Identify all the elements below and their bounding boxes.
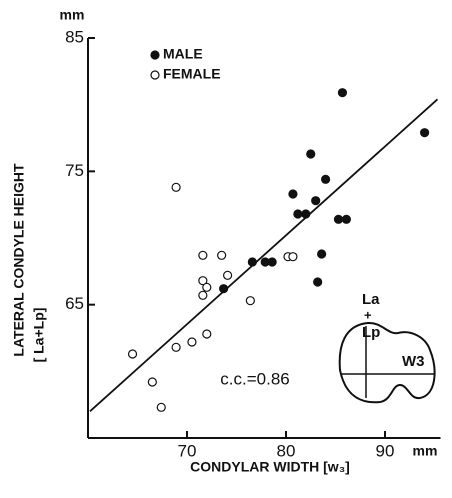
data-point	[217, 250, 227, 260]
x-axis-title: CONDYLAR WIDTH [w₃]	[190, 459, 350, 475]
data-point	[288, 189, 298, 199]
data-point	[288, 252, 298, 262]
legend-label: MALE	[163, 46, 203, 62]
data-point	[147, 377, 157, 387]
inset-label: Lp	[362, 324, 380, 341]
data-point	[156, 402, 166, 412]
data-point	[198, 290, 208, 300]
data-point	[187, 337, 197, 347]
legend-marker	[150, 70, 160, 80]
data-point	[333, 214, 344, 224]
y-axis-subtitle: [ La+Lp]	[31, 308, 47, 363]
data-point	[171, 342, 181, 352]
x-unit: mm	[413, 443, 438, 459]
y-tick-label: 75	[65, 161, 84, 180]
data-point	[337, 88, 348, 98]
data-point	[222, 270, 233, 280]
data-point	[127, 349, 138, 359]
y-axis-title: LATERAL CONDYLE HEIGHT	[11, 163, 27, 357]
x-tick-label: 90	[376, 441, 395, 460]
data-point	[321, 174, 331, 184]
inset-label: W3	[402, 353, 425, 370]
data-point	[293, 209, 303, 219]
data-point	[245, 296, 255, 306]
data-point	[198, 276, 208, 286]
y-unit: mm	[60, 7, 85, 23]
data-point	[171, 182, 181, 192]
legend-label: FEMALE	[163, 66, 221, 82]
data-point	[341, 214, 351, 224]
inset-label: +	[364, 307, 372, 322]
x-tick-label: 80	[277, 441, 296, 460]
data-point	[198, 250, 208, 260]
data-point	[306, 149, 316, 159]
inset-outline	[338, 321, 436, 404]
data-point	[202, 329, 212, 339]
data-point	[311, 196, 321, 206]
inset-label: La	[362, 291, 380, 308]
data-point	[267, 257, 277, 267]
x-tick-label: 70	[178, 441, 197, 460]
fit-line	[89, 98, 439, 413]
data-point	[317, 249, 327, 259]
annotation: c.c.=0.86	[220, 369, 289, 388]
legend-marker	[150, 50, 160, 60]
inset-diagram: La + Lp W3	[338, 291, 436, 404]
y-tick-label: 65	[65, 294, 84, 313]
y-tick-label: 85	[65, 27, 84, 46]
data-point	[420, 128, 430, 138]
data-point	[202, 282, 212, 292]
data-point	[313, 277, 323, 287]
